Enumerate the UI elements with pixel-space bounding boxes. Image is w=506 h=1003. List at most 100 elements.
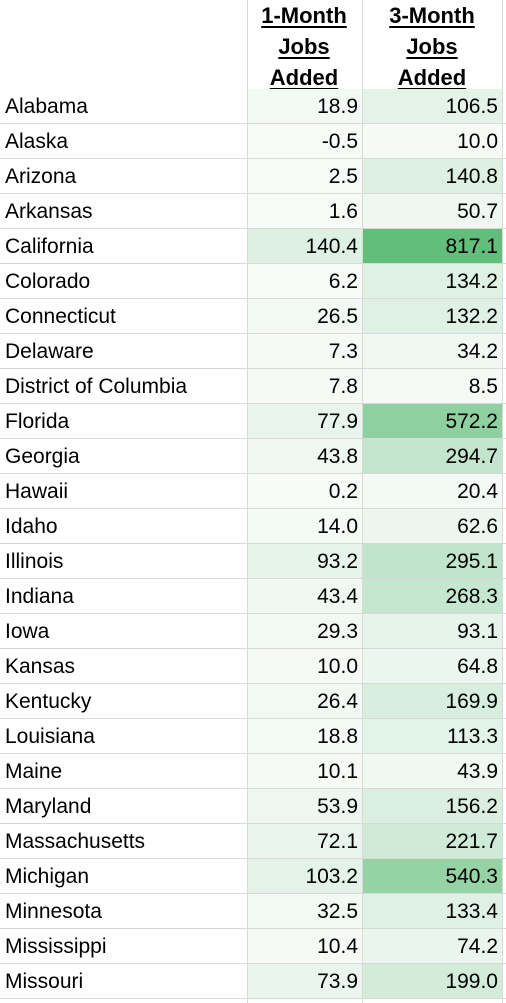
state-name-cell: Arkansas (5, 200, 93, 223)
state-name-cell: Michigan (5, 865, 90, 888)
state-name-cell: Colorado (5, 270, 91, 293)
one-month-value-cell: 73.9 (248, 964, 362, 998)
state-name-cell: Mississippi (5, 935, 107, 958)
three-month-value-cell: 43.9 (363, 754, 502, 788)
header-line: 1-Month (261, 3, 347, 28)
state-name-cell: Hawaii (5, 480, 69, 503)
three-month-value-cell: 20.4 (363, 474, 502, 508)
table-row: Alaska -0.5 10.0 (0, 124, 506, 159)
table-row: Delaware 7.3 34.2 (0, 334, 506, 369)
table-row: District of Columbia 7.8 8.5 (0, 369, 506, 404)
three-month-value-cell: 62.6 (363, 509, 502, 543)
header-line: Added (269, 65, 339, 90)
state-name-cell: Illinois (5, 550, 64, 573)
header-3-month-jobs-added: 3-Month Jobs Added (363, 0, 501, 90)
data-table-body: Alabama 18.9 106.5 Alaska -0.5 10.0 Arizona 2.5… (0, 89, 506, 999)
table-row: Mississippi 10.4 74.2 (0, 929, 506, 964)
one-month-value-cell: 26.5 (248, 299, 362, 333)
state-name-cell: District of Columbia (5, 375, 188, 398)
one-month-value-cell: 103.2 (248, 859, 362, 893)
three-month-value-cell: 64.8 (363, 649, 502, 683)
state-name-cell: Kentucky (5, 690, 92, 713)
table-row: Florida 77.9 572.2 (0, 404, 506, 439)
table-row: Arkansas 1.6 50.7 (0, 194, 506, 229)
one-month-value-cell: 10.1 (248, 754, 362, 788)
state-name-cell: Alabama (5, 95, 88, 118)
header-line: 3-Month (389, 3, 475, 28)
state-name-cell: Massachusetts (5, 830, 146, 853)
one-month-value-cell: 7.3 (248, 334, 362, 368)
three-month-value-cell: 132.2 (363, 299, 502, 333)
one-month-value-cell: 140.4 (248, 229, 362, 263)
table-row: Louisiana 18.8 113.3 (0, 719, 506, 754)
table-row: Massachusetts 72.1 221.7 (0, 824, 506, 859)
table-row: Illinois 93.2 295.1 (0, 544, 506, 579)
one-month-value-cell: 2.5 (248, 159, 362, 193)
one-month-value-cell: 72.1 (248, 824, 362, 858)
state-name-cell: Minnesota (5, 900, 102, 923)
header-line: Jobs (406, 34, 458, 59)
table-row: Kentucky 26.4 169.9 (0, 684, 506, 719)
column-divider (502, 0, 503, 1003)
table-row: Iowa 29.3 93.1 (0, 614, 506, 649)
three-month-value-cell: 169.9 (363, 684, 502, 718)
header-line: Jobs (278, 34, 330, 59)
three-month-value-cell: 156.2 (363, 789, 502, 823)
one-month-value-cell: 43.4 (248, 579, 362, 613)
three-month-value-cell: 93.1 (363, 614, 502, 648)
three-month-value-cell: 113.3 (363, 719, 502, 753)
state-name-cell: Missouri (5, 970, 84, 993)
table-row: Connecticut 26.5 132.2 (0, 299, 506, 334)
state-name-cell: Alaska (5, 130, 69, 153)
table-row: Indiana 43.4 268.3 (0, 579, 506, 614)
one-month-value-cell: 26.4 (248, 684, 362, 718)
state-name-cell: Iowa (5, 620, 50, 643)
header-line: Added (397, 65, 467, 90)
one-month-value-cell: 43.8 (248, 439, 362, 473)
table-row: Maine 10.1 43.9 (0, 754, 506, 789)
three-month-value-cell: 74.2 (363, 929, 502, 963)
one-month-value-cell: 32.5 (248, 894, 362, 928)
one-month-value-cell: 18.8 (248, 719, 362, 753)
three-month-value-cell: 817.1 (363, 229, 502, 263)
three-month-value-cell: 133.4 (363, 894, 502, 928)
table-row: Kansas 10.0 64.8 (0, 649, 506, 684)
state-name-cell: Georgia (5, 445, 80, 468)
table-header: 1-Month Jobs Added 3-Month Jobs Added (0, 0, 506, 90)
table-row: Minnesota 32.5 133.4 (0, 894, 506, 929)
three-month-value-cell: 294.7 (363, 439, 502, 473)
state-name-cell: Kansas (5, 655, 76, 678)
state-name-cell: Maine (5, 760, 63, 783)
state-name-cell: Maryland (5, 795, 92, 818)
header-1-month-jobs-added: 1-Month Jobs Added (247, 0, 361, 90)
one-month-value-cell: 18.9 (248, 89, 362, 123)
table-row: Maryland 53.9 156.2 (0, 789, 506, 824)
one-month-value-cell: -0.5 (248, 124, 362, 158)
one-month-value-cell: 77.9 (248, 404, 362, 438)
column-divider (247, 0, 248, 1003)
column-divider (362, 0, 363, 1003)
three-month-value-cell: 268.3 (363, 579, 502, 613)
one-month-value-cell: 6.2 (248, 264, 362, 298)
three-month-value-cell: 8.5 (363, 369, 502, 403)
three-month-value-cell: 50.7 (363, 194, 502, 228)
table-row: Georgia 43.8 294.7 (0, 439, 506, 474)
table-row: Hawaii 0.2 20.4 (0, 474, 506, 509)
state-name-cell: Connecticut (5, 305, 116, 328)
state-name-cell: California (5, 235, 94, 258)
three-month-value-cell: 221.7 (363, 824, 502, 858)
three-month-value-cell: 295.1 (363, 544, 502, 578)
state-name-cell: Delaware (5, 340, 94, 363)
three-month-value-cell: 134.2 (363, 264, 502, 298)
table-row: Idaho 14.0 62.6 (0, 509, 506, 544)
table-row: Colorado 6.2 134.2 (0, 264, 506, 299)
three-month-value-cell: 572.2 (363, 404, 502, 438)
state-name-cell: Louisiana (5, 725, 95, 748)
three-month-value-cell: 10.0 (363, 124, 502, 158)
three-month-value-cell: 34.2 (363, 334, 502, 368)
three-month-value-cell: 140.8 (363, 159, 502, 193)
table-row: Arizona 2.5 140.8 (0, 159, 506, 194)
state-name-cell: Arizona (5, 165, 77, 188)
three-month-value-cell: 540.3 (363, 859, 502, 893)
three-month-value-cell: 199.0 (363, 964, 502, 998)
